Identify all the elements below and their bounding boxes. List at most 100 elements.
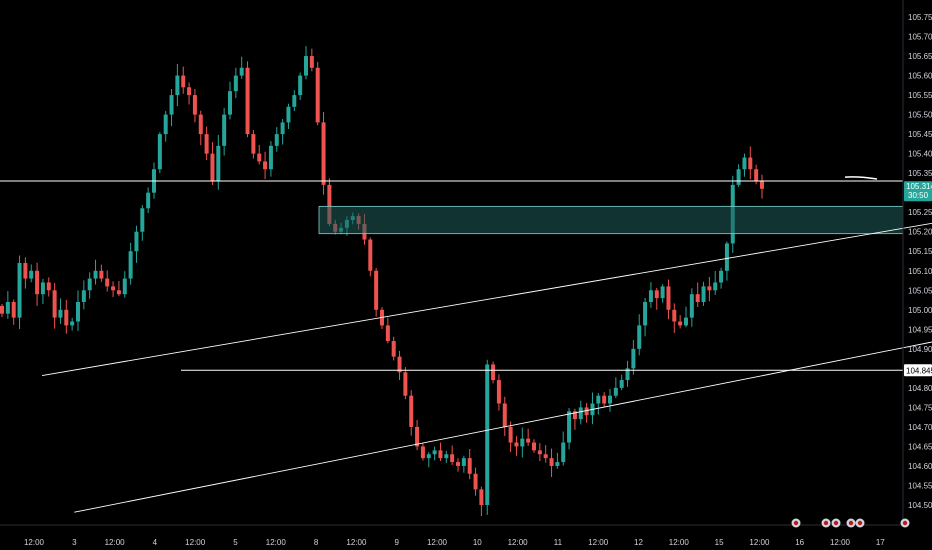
candle <box>64 299 69 334</box>
candle <box>187 82 192 105</box>
candle <box>268 141 273 177</box>
candle <box>643 298 648 337</box>
candle <box>678 314 683 329</box>
candle <box>35 262 40 306</box>
candle <box>549 448 554 478</box>
candle <box>70 317 75 331</box>
alarm-icon[interactable] <box>821 518 831 528</box>
candle <box>450 445 455 465</box>
time-tick-label: 16 <box>795 538 804 547</box>
candle <box>58 298 63 324</box>
event-icons[interactable] <box>791 518 910 528</box>
candle <box>415 420 420 451</box>
candle <box>157 132 162 174</box>
candle <box>461 455 466 473</box>
candle <box>654 287 659 310</box>
time-tick-label: 12:00 <box>508 538 529 547</box>
candle <box>456 458 460 472</box>
price-tick-label: 104.700 <box>908 423 932 432</box>
candle <box>496 374 501 411</box>
price-tick-label: 105.350 <box>908 169 932 178</box>
candle <box>368 237 373 277</box>
supply-demand-zone[interactable] <box>318 205 904 235</box>
candle <box>485 359 490 515</box>
candle <box>479 486 484 517</box>
time-tick-label: 12:00 <box>427 538 448 547</box>
candle <box>426 452 431 468</box>
candle <box>409 390 414 436</box>
candle <box>321 111 326 195</box>
candle <box>584 402 589 423</box>
candle <box>438 442 443 461</box>
price-tick-label: 105.450 <box>908 130 932 139</box>
current-price-value: 105.314 <box>906 182 932 191</box>
candle <box>713 271 718 295</box>
alarm-icon[interactable] <box>831 518 841 528</box>
candle <box>736 164 741 188</box>
candle <box>134 225 139 263</box>
candle <box>602 392 607 408</box>
candle <box>561 431 566 466</box>
time-axis[interactable]: 12:00 3 12:00 4 12:00 5 12:00 8 12:00 9 12:00 10 12:… <box>0 524 903 547</box>
time-tick-label: 12:00 <box>24 538 45 547</box>
time-tick-label: 17 <box>876 538 885 547</box>
candle <box>432 446 437 461</box>
candle <box>204 126 209 161</box>
time-tick-label: 8 <box>314 538 319 547</box>
bar-countdown: 30:50 <box>908 191 929 200</box>
candle <box>11 299 16 325</box>
time-tick-label: 12 <box>634 538 643 547</box>
alarm-icon[interactable] <box>791 518 801 528</box>
price-tick-label: 105.750 <box>908 13 932 22</box>
brush-stroke[interactable] <box>844 176 878 180</box>
time-tick-label: 15 <box>715 538 724 547</box>
candle <box>719 267 724 289</box>
candle <box>689 288 694 327</box>
candle <box>29 264 34 283</box>
candle <box>163 111 168 142</box>
candle <box>625 360 630 387</box>
candle <box>257 144 262 165</box>
alarm-icon[interactable] <box>855 518 865 528</box>
price-tick-label: 104.650 <box>908 442 932 451</box>
price-tick-label: 105.650 <box>908 52 932 61</box>
candle <box>385 317 390 344</box>
candle <box>309 48 314 72</box>
candle <box>46 277 51 297</box>
alarm-icon[interactable] <box>900 518 910 528</box>
candle <box>52 283 57 329</box>
candle <box>666 279 671 320</box>
candle <box>315 61 320 126</box>
candle <box>210 142 215 186</box>
candle <box>228 81 232 120</box>
candle <box>169 89 174 127</box>
candle <box>502 396 507 437</box>
candle <box>251 130 256 159</box>
candle <box>87 272 92 299</box>
candle <box>420 442 425 461</box>
price-tick-label: 104.500 <box>908 501 932 510</box>
time-tick-label: 12:00 <box>346 538 367 547</box>
candle <box>760 174 764 199</box>
channel-lower-line[interactable] <box>74 200 932 513</box>
alarm-icon[interactable] <box>846 518 856 528</box>
price-tick-label: 105.600 <box>908 72 932 81</box>
price-tick-label: 104.750 <box>908 403 932 412</box>
candle <box>526 428 531 446</box>
candle <box>105 270 110 292</box>
candle <box>280 119 285 145</box>
price-tick-label: 104.550 <box>908 481 932 490</box>
candle <box>23 257 28 289</box>
candle <box>742 153 747 177</box>
candle <box>40 278 45 305</box>
candle <box>81 280 86 310</box>
time-tick-label: 3 <box>72 538 77 547</box>
candle <box>286 103 291 129</box>
candle <box>192 89 197 123</box>
candle <box>491 361 496 384</box>
channel-upper-line[interactable] <box>41 114 932 377</box>
time-tick-label: 5 <box>233 538 238 547</box>
candle <box>619 374 624 391</box>
